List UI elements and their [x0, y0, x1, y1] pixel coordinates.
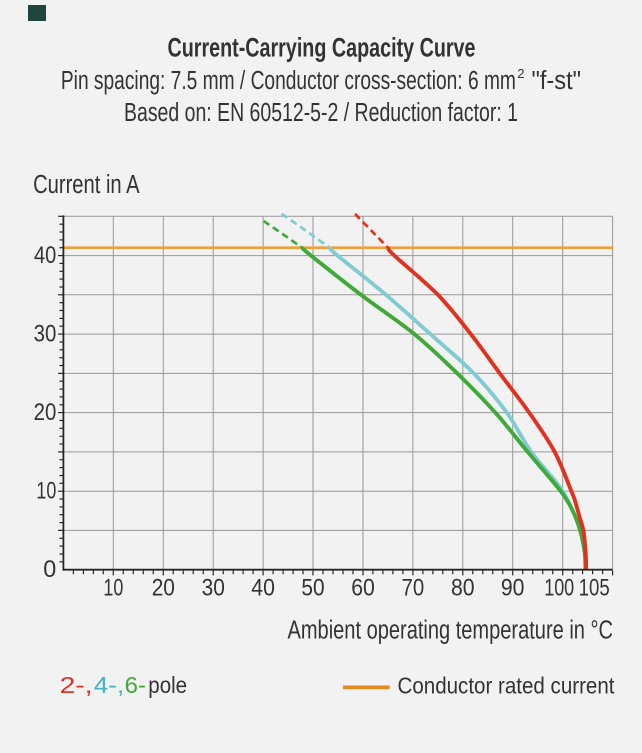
svg-text:70: 70 — [402, 574, 425, 601]
svg-text:40: 40 — [251, 574, 275, 601]
svg-text:40: 40 — [34, 242, 56, 269]
svg-text:10: 10 — [103, 574, 123, 601]
svg-text:4-,: 4-, — [94, 672, 124, 698]
svg-text:Pin spacing: 7.5 mm / Conducto: Pin spacing: 7.5 mm / Conductor cross-se… — [61, 67, 516, 95]
svg-text:30: 30 — [202, 574, 225, 601]
svg-text:30: 30 — [34, 320, 57, 347]
svg-text:Based on: EN 60512-5-2 / Reduc: Based on: EN 60512-5-2 / Reduction facto… — [124, 99, 518, 127]
svg-text:90: 90 — [501, 574, 525, 601]
svg-text:60: 60 — [351, 574, 375, 601]
svg-text:50: 50 — [301, 574, 324, 601]
svg-text:0: 0 — [43, 556, 56, 583]
svg-text:20: 20 — [152, 574, 175, 601]
svg-text:80: 80 — [451, 574, 475, 601]
svg-text:105: 105 — [579, 574, 610, 601]
svg-text:Ambient operating temperature: Ambient operating temperature in °C — [288, 616, 614, 644]
svg-text:2: 2 — [517, 66, 524, 81]
svg-text:2-,: 2-, — [60, 672, 93, 698]
svg-text:100: 100 — [544, 574, 574, 601]
svg-text:Current-Carrying Capacity Curv: Current-Carrying Capacity Curve — [168, 33, 476, 63]
svg-text:"f-st": "f-st" — [532, 67, 582, 95]
svg-text:20: 20 — [34, 399, 57, 426]
svg-text:Conductor rated current: Conductor rated current — [398, 673, 615, 699]
svg-text:pole: pole — [148, 672, 187, 698]
svg-text:10: 10 — [36, 477, 56, 504]
svg-text:6-: 6- — [125, 672, 146, 698]
svg-text:Current in A: Current in A — [33, 171, 140, 199]
